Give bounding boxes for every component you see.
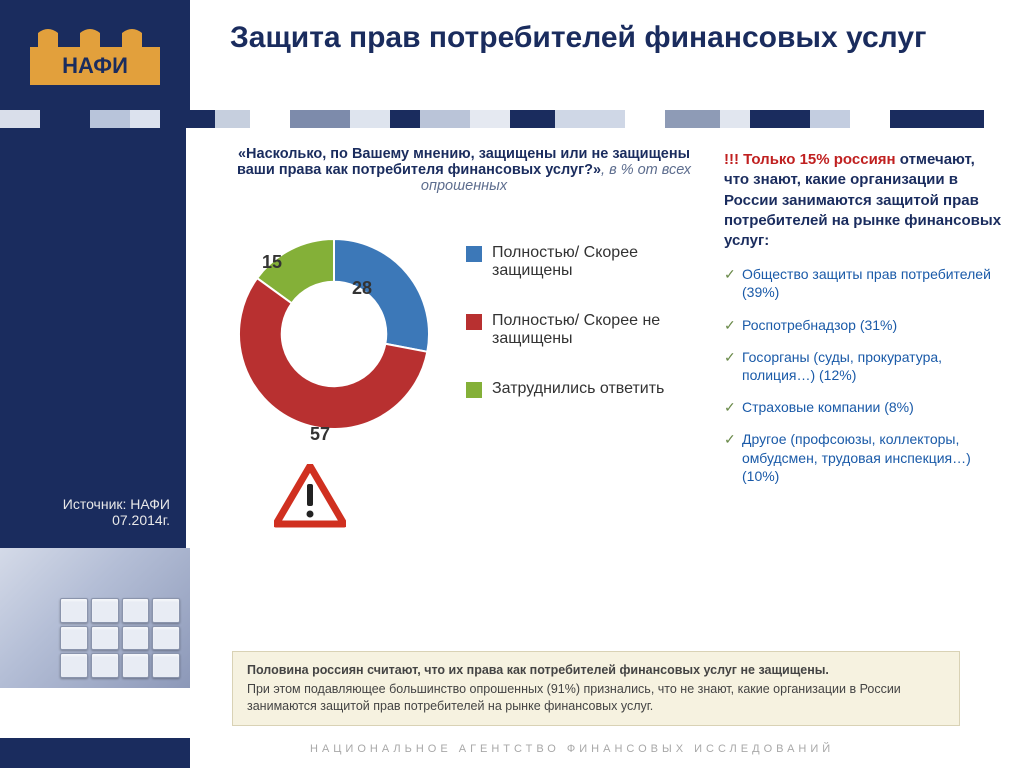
bottom-note-bold: Половина россиян считают, что их права к… [247, 662, 945, 679]
svg-text:НАФИ: НАФИ [62, 53, 128, 78]
main-content: Источник: НАФИ 07.2014г. «Насколько, по … [0, 128, 1024, 688]
footer: НАЦИОНАЛЬНОЕ АГЕНТСТВО ФИНАНСОВЫХ ИССЛЕД… [0, 738, 1024, 768]
nafi-logo-icon: НАФИ [30, 25, 160, 85]
footer-text: НАЦИОНАЛЬНОЕ АГЕНТСТВО ФИНАНСОВЫХ ИССЛЕД… [190, 738, 1024, 768]
footer-navy-block [0, 738, 190, 768]
warning-icon [274, 464, 346, 528]
donut-value-label: 28 [352, 278, 372, 299]
legend-label: Полностью/ Скорее не защищены [492, 312, 714, 348]
legend-item: Полностью/ Скорее защищены [466, 244, 714, 280]
decorative-stripe [0, 110, 1024, 128]
organization-item: Роспотребнадзор (31%) [724, 316, 1004, 334]
page-title: Защита прав потребителей финансовых услу… [190, 0, 1024, 56]
source-label: Источник: НАФИ 07.2014г. [20, 496, 170, 528]
organization-item: Страховые компании (8%) [724, 398, 1004, 416]
logo-area: НАФИ [0, 0, 190, 110]
donut-chart: 28 57 15 [214, 214, 454, 454]
calculator-image [0, 548, 190, 688]
bottom-note: Половина россиян считают, что их права к… [232, 651, 960, 726]
header: НАФИ Защита прав потребителей финансовых… [0, 0, 1024, 110]
donut-value-label: 57 [310, 424, 330, 445]
legend-label: Полностью/ Скорее защищены [492, 244, 714, 280]
organization-item: Другое (профсоюзы, коллекторы, омбудсмен… [724, 430, 1004, 485]
legend-swatch [466, 314, 482, 330]
exclamation: !!! [724, 151, 739, 168]
warning-row [214, 464, 714, 533]
organization-item: Общество защиты прав потребителей (39%) [724, 265, 1004, 301]
content-area: «Насколько, по Вашему мнению, защищены и… [186, 128, 1024, 688]
legend-swatch [466, 382, 482, 398]
highlight-key: Только 15% россиян [743, 151, 895, 168]
question-label: «Насколько, по Вашему мнению, защищены и… [214, 146, 714, 194]
donut-slice [334, 239, 429, 352]
sidebar: Источник: НАФИ 07.2014г. [0, 128, 186, 688]
organizations-list: Общество защиты прав потребителей (39%) Р… [724, 265, 1004, 485]
legend-item: Полностью/ Скорее не защищены [466, 312, 714, 348]
chart-column: «Насколько, по Вашему мнению, защищены и… [214, 146, 714, 688]
legend-label: Затруднились ответить [492, 380, 664, 398]
legend-item: Затруднились ответить [466, 380, 714, 398]
organization-item: Госорганы (суды, прокуратура, полиция…) … [724, 348, 1004, 384]
legend-swatch [466, 246, 482, 262]
donut-value-label: 15 [262, 252, 282, 273]
bottom-note-text: При этом подавляющее большинство опрошен… [247, 682, 901, 713]
highlight-text: !!! Только 15% россиян отмечают, что зна… [724, 150, 1004, 251]
chart-legend: Полностью/ Скорее защищены Полностью/ Ско… [466, 214, 714, 430]
highlight-column: !!! Только 15% россиян отмечают, что зна… [724, 146, 1004, 688]
